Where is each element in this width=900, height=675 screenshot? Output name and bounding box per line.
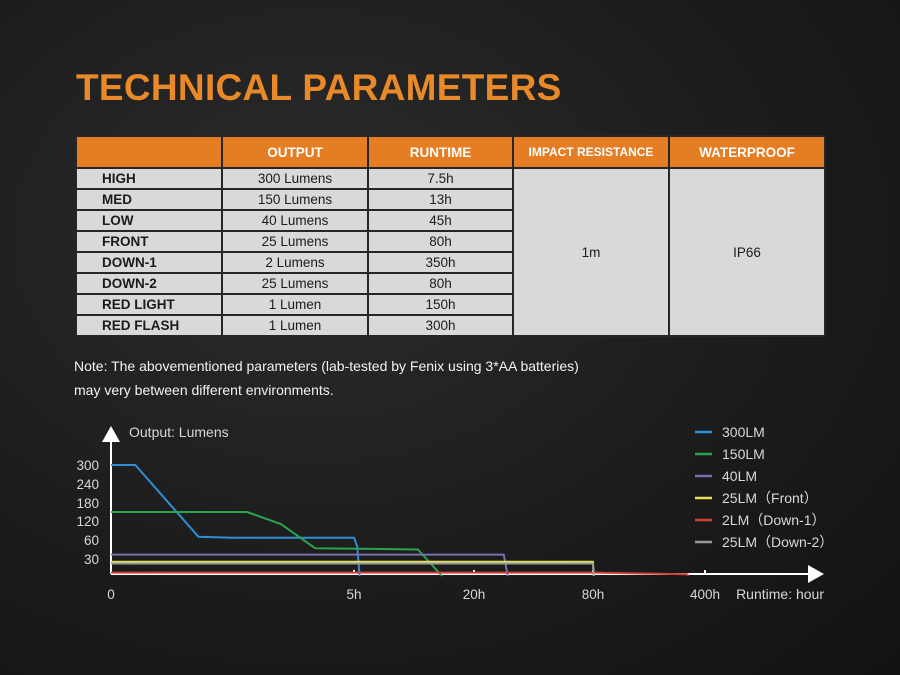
- table-row: DOWN-1 2 Lumens 350h: [75, 251, 825, 274]
- mode-cell: MED: [75, 188, 223, 211]
- mode-cell: DOWN-2: [75, 272, 223, 295]
- legend-label: 40LM: [722, 468, 757, 484]
- x-tick-label: 0: [107, 587, 115, 602]
- mode-cell: RED LIGHT: [75, 293, 223, 316]
- y-axis-arrow: [102, 426, 120, 442]
- y-tick-label: 60: [84, 533, 99, 548]
- table-row: MED 150 Lumens 13h: [75, 188, 825, 211]
- waterproof-cell: IP66: [668, 167, 826, 337]
- series-line-150lm: [111, 511, 443, 577]
- output-cell: 300 Lumens: [221, 167, 369, 190]
- header-impact-resistance: IMPACT RESISTANCE: [512, 135, 670, 169]
- y-tick-label: 300: [76, 458, 99, 473]
- series-line-300lm: [111, 464, 361, 577]
- x-tick-label: 400h: [690, 587, 720, 602]
- y-tick-label: 120: [76, 514, 99, 529]
- x-tick-label: 80h: [582, 587, 605, 602]
- x-tick-label: 20h: [463, 587, 486, 602]
- series-line-40lm: [111, 553, 509, 577]
- table-header-row: OUTPUT RUNTIME IMPACT RESISTANCE WATERPR…: [75, 135, 826, 169]
- legend-label: 300LM: [722, 424, 765, 440]
- mode-cell: FRONT: [75, 230, 223, 253]
- x-tick-label: 5h: [346, 587, 361, 602]
- output-cell: 40 Lumens: [221, 209, 369, 232]
- legend-label: 25LM（Front）: [722, 490, 818, 506]
- note-line-2: may very between different environments.: [74, 382, 334, 398]
- output-cell: 1 Lumen: [221, 314, 369, 337]
- runtime-cell: 45h: [367, 209, 514, 232]
- mode-cell: LOW: [75, 209, 223, 232]
- mode-cell: HIGH: [75, 167, 223, 190]
- y-tick-label: 180: [76, 496, 99, 511]
- runtime-cell: 80h: [367, 272, 514, 295]
- legend-label: 2LM（Down-1）: [722, 512, 825, 528]
- header-output: OUTPUT: [221, 135, 369, 169]
- header-waterproof: WATERPROOF: [668, 135, 826, 169]
- table-row: RED FLASH 1 Lumen 300h: [75, 314, 825, 337]
- y-tick-label: 240: [76, 477, 99, 492]
- runtime-cell: 80h: [367, 230, 514, 253]
- page-title: TECHNICAL PARAMETERS: [76, 67, 562, 108]
- runtime-cell: 350h: [367, 251, 514, 274]
- table-row: RED LIGHT 1 Lumen 150h: [75, 293, 825, 316]
- spec-table: OUTPUT RUNTIME IMPACT RESISTANCE WATERPR…: [75, 135, 826, 337]
- y-tick-label: 30: [84, 552, 99, 567]
- output-cell: 2 Lumens: [221, 251, 369, 274]
- table-row: HIGH 300 Lumens 7.5h 1m IP66: [75, 167, 826, 337]
- table-row: DOWN-2 25 Lumens 80h: [75, 272, 825, 295]
- series-line-2lmdown1: [111, 571, 690, 577]
- impact-resistance-cell: 1m: [512, 167, 670, 337]
- note-line-1: Note: The abovementioned parameters (lab…: [74, 358, 579, 374]
- note-text: Note: The abovementioned parameters (lab…: [74, 354, 674, 402]
- legend-label: 25LM（Down-2）: [722, 534, 833, 550]
- runtime-cell: 150h: [367, 293, 514, 316]
- mode-cell: DOWN-1: [75, 251, 223, 274]
- series-line-25lmdown2: [111, 562, 595, 577]
- header-mode: [75, 135, 223, 169]
- header-runtime: RUNTIME: [367, 135, 514, 169]
- runtime-cell: 300h: [367, 314, 514, 337]
- y-axis-label: Output: Lumens: [129, 424, 229, 440]
- output-cell: 150 Lumens: [221, 188, 369, 211]
- x-axis-arrow: [808, 565, 824, 583]
- runtime-cell: 13h: [367, 188, 514, 211]
- x-axis-label: Runtime: hour: [736, 586, 824, 602]
- table-row: LOW 40 Lumens 45h: [75, 209, 825, 232]
- table-row: FRONT 25 Lumens 80h: [75, 230, 825, 253]
- legend-label: 150LM: [722, 446, 765, 462]
- mode-cell: RED FLASH: [75, 314, 223, 337]
- output-cell: 25 Lumens: [221, 230, 369, 253]
- runtime-cell: 7.5h: [367, 167, 514, 190]
- output-cell: 25 Lumens: [221, 272, 369, 295]
- output-cell: 1 Lumen: [221, 293, 369, 316]
